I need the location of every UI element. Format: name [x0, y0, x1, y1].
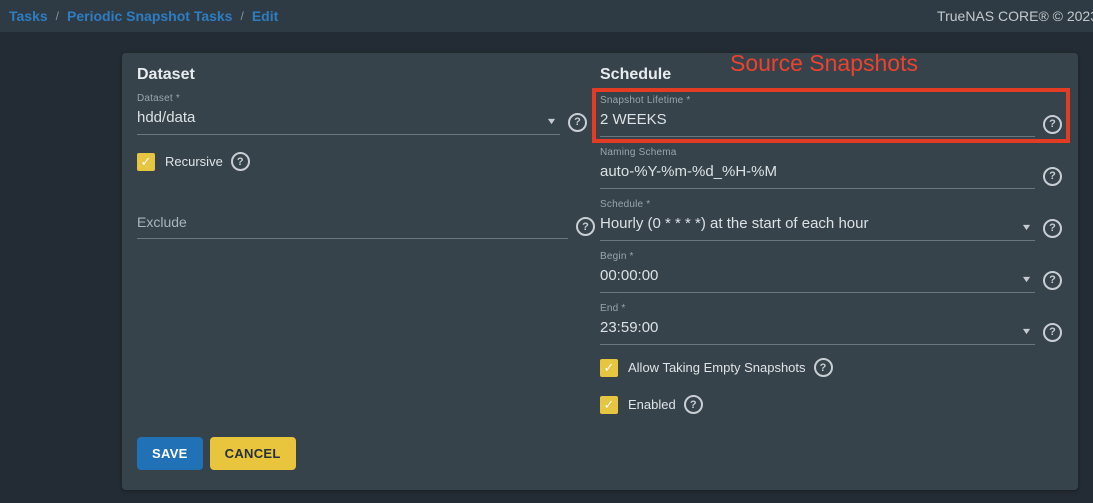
help-icon[interactable]: ? — [1043, 270, 1062, 290]
snapshot-lifetime-input[interactable]: 2 WEEKS — [600, 111, 1035, 137]
exclude-field: Exclude ? — [137, 199, 595, 239]
recursive-checkbox[interactable]: ✓ — [137, 152, 155, 171]
chevron-down-icon[interactable]: ▼ — [545, 116, 558, 126]
help-icon[interactable]: ? — [568, 112, 587, 132]
brand-copyright-text: TrueNAS CORE® © 2023 — [937, 8, 1093, 24]
begin-select[interactable]: 00:00:00 ▼ — [600, 267, 1035, 293]
enabled-label: Enabled — [628, 397, 676, 412]
end-field-label: End * — [600, 303, 626, 314]
breadcrumb-separator: / — [55, 9, 60, 23]
help-icon[interactable]: ? — [576, 217, 595, 236]
snapshot-lifetime-label: Snapshot Lifetime * — [600, 95, 691, 106]
exclude-placeholder: Exclude — [137, 214, 187, 230]
dataset-select[interactable]: hdd/data ▼ — [137, 109, 560, 135]
breadcrumb-separator: / — [240, 9, 244, 23]
naming-schema-field: Naming Schema auto-%Y-%m-%d_%H-%M ? — [600, 147, 1062, 189]
top-header-bar: Tasks / Periodic Snapshot Tasks / Edit T… — [0, 0, 1093, 32]
snapshot-lifetime-value: 2 WEEKS — [600, 111, 667, 128]
enabled-checkbox-row: ✓ Enabled ? — [600, 395, 703, 414]
allow-empty-snapshots-checkbox[interactable]: ✓ — [600, 358, 618, 377]
help-icon[interactable]: ? — [683, 395, 703, 414]
dataset-field-label: Dataset * — [137, 93, 180, 104]
exclude-input[interactable]: Exclude — [137, 214, 568, 239]
begin-field-label: Begin * — [600, 251, 634, 262]
breadcrumb: Tasks / Periodic Snapshot Tasks / Edit — [9, 8, 278, 24]
checkmark-icon: ✓ — [603, 359, 615, 375]
snapshot-lifetime-field: Snapshot Lifetime * 2 WEEKS ? — [600, 95, 1062, 137]
edit-form-card: Source Snapshots Dataset Dataset * hdd/d… — [122, 50, 1078, 490]
recursive-checkbox-row: ✓ Recursive ? — [137, 152, 250, 171]
checkmark-icon: ✓ — [140, 153, 152, 169]
schedule-field-label: Schedule * — [600, 199, 651, 210]
help-icon[interactable]: ? — [1043, 114, 1062, 134]
dataset-section-title: Dataset — [137, 66, 195, 83]
breadcrumb-link-tasks[interactable]: Tasks — [9, 8, 48, 24]
annotation-source-snapshots: Source Snapshots — [730, 50, 918, 76]
begin-field: Begin * 00:00:00 ▼ ? — [600, 251, 1062, 293]
breadcrumb-link-periodic-snapshot-tasks[interactable]: Periodic Snapshot Tasks — [67, 8, 233, 24]
cancel-button[interactable]: CANCEL — [209, 437, 296, 470]
help-icon[interactable]: ? — [813, 358, 833, 377]
naming-schema-value: auto-%Y-%m-%d_%H-%M — [600, 163, 777, 180]
allow-empty-snapshots-checkbox-row: ✓ Allow Taking Empty Snapshots ? — [600, 358, 833, 377]
end-field: End * 23:59:00 ▼ ? — [600, 303, 1062, 345]
save-button[interactable]: SAVE — [137, 437, 203, 470]
schedule-select[interactable]: Hourly (0 * * * *) at the start of each … — [600, 215, 1035, 241]
chevron-down-icon[interactable]: ▼ — [1020, 222, 1033, 232]
dataset-field: Dataset * hdd/data ▼ ? — [137, 93, 587, 135]
checkmark-icon: ✓ — [603, 396, 615, 412]
schedule-value: Hourly (0 * * * *) at the start of each … — [600, 215, 869, 232]
end-select[interactable]: 23:59:00 ▼ — [600, 319, 1035, 345]
form-buttons: SAVE CANCEL — [137, 437, 296, 470]
help-icon[interactable]: ? — [1043, 218, 1062, 238]
help-icon[interactable]: ? — [1043, 166, 1062, 186]
help-icon[interactable]: ? — [1043, 322, 1062, 342]
naming-schema-input[interactable]: auto-%Y-%m-%d_%H-%M — [600, 163, 1035, 189]
dataset-value: hdd/data — [137, 109, 196, 126]
breadcrumb-link-edit[interactable]: Edit — [251, 8, 279, 24]
schedule-field: Schedule * Hourly (0 * * * *) at the sta… — [600, 199, 1062, 241]
naming-schema-label: Naming Schema — [600, 147, 677, 158]
enabled-checkbox[interactable]: ✓ — [600, 395, 618, 414]
recursive-label: Recursive — [165, 154, 223, 169]
chevron-down-icon[interactable]: ▼ — [1020, 274, 1033, 284]
end-value: 23:59:00 — [600, 319, 659, 336]
help-icon[interactable]: ? — [230, 152, 250, 171]
chevron-down-icon[interactable]: ▼ — [1020, 326, 1033, 336]
begin-value: 00:00:00 — [600, 267, 659, 284]
allow-empty-snapshots-label: Allow Taking Empty Snapshots — [628, 360, 806, 375]
schedule-section-title: Schedule — [600, 66, 672, 83]
